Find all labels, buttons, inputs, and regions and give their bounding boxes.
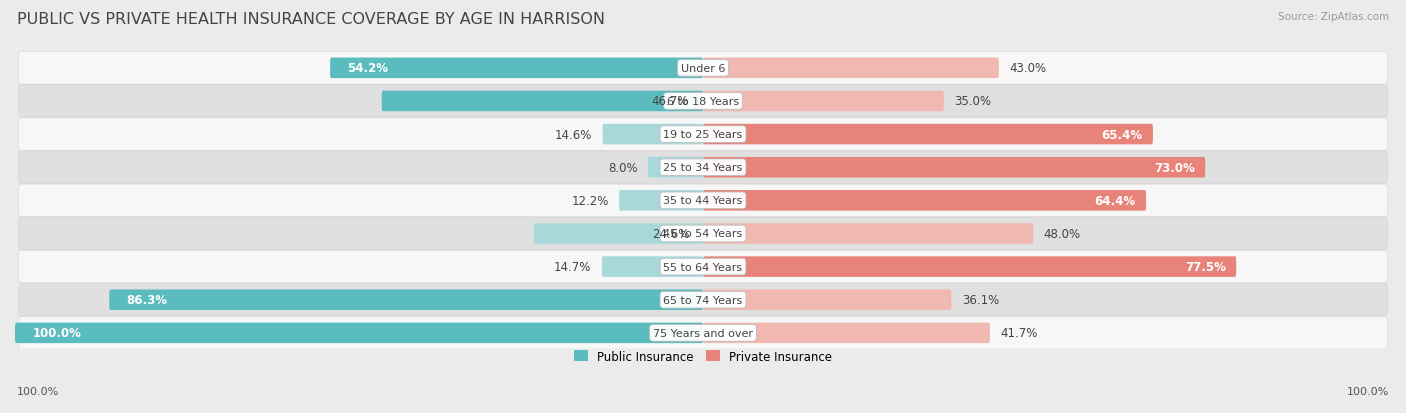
FancyBboxPatch shape	[18, 185, 1388, 217]
FancyBboxPatch shape	[18, 251, 1388, 283]
Text: 35 to 44 Years: 35 to 44 Years	[664, 196, 742, 206]
FancyBboxPatch shape	[703, 224, 1033, 244]
Text: 12.2%: 12.2%	[571, 195, 609, 207]
FancyBboxPatch shape	[110, 290, 703, 310]
FancyBboxPatch shape	[18, 218, 1388, 250]
Text: 64.4%: 64.4%	[1095, 195, 1136, 207]
FancyBboxPatch shape	[703, 323, 990, 343]
FancyBboxPatch shape	[602, 257, 703, 277]
FancyBboxPatch shape	[648, 158, 703, 178]
Text: 55 to 64 Years: 55 to 64 Years	[664, 262, 742, 272]
FancyBboxPatch shape	[534, 224, 703, 244]
Text: 73.0%: 73.0%	[1154, 161, 1195, 174]
FancyBboxPatch shape	[15, 323, 703, 343]
Text: 14.7%: 14.7%	[554, 261, 592, 273]
Text: Source: ZipAtlas.com: Source: ZipAtlas.com	[1278, 12, 1389, 22]
FancyBboxPatch shape	[703, 290, 952, 310]
Text: 25 to 34 Years: 25 to 34 Years	[664, 163, 742, 173]
Text: 14.6%: 14.6%	[555, 128, 592, 141]
FancyBboxPatch shape	[619, 191, 703, 211]
FancyBboxPatch shape	[18, 85, 1388, 118]
FancyBboxPatch shape	[381, 91, 703, 112]
FancyBboxPatch shape	[703, 158, 1205, 178]
Text: 77.5%: 77.5%	[1185, 261, 1226, 273]
FancyBboxPatch shape	[18, 152, 1388, 184]
Legend: Public Insurance, Private Insurance: Public Insurance, Private Insurance	[569, 345, 837, 368]
FancyBboxPatch shape	[703, 58, 998, 79]
Text: 65 to 74 Years: 65 to 74 Years	[664, 295, 742, 305]
FancyBboxPatch shape	[703, 191, 1146, 211]
FancyBboxPatch shape	[18, 284, 1388, 316]
Text: 8.0%: 8.0%	[607, 161, 638, 174]
FancyBboxPatch shape	[330, 58, 703, 79]
Text: 36.1%: 36.1%	[962, 294, 998, 306]
FancyBboxPatch shape	[703, 257, 1236, 277]
Text: 19 to 25 Years: 19 to 25 Years	[664, 130, 742, 140]
Text: 6 to 18 Years: 6 to 18 Years	[666, 97, 740, 107]
Text: 100.0%: 100.0%	[17, 387, 59, 396]
Text: 100.0%: 100.0%	[1347, 387, 1389, 396]
Text: 45 to 54 Years: 45 to 54 Years	[664, 229, 742, 239]
Text: PUBLIC VS PRIVATE HEALTH INSURANCE COVERAGE BY AGE IN HARRISON: PUBLIC VS PRIVATE HEALTH INSURANCE COVER…	[17, 12, 605, 27]
FancyBboxPatch shape	[18, 119, 1388, 151]
Text: 43.0%: 43.0%	[1010, 62, 1046, 75]
Text: 41.7%: 41.7%	[1000, 327, 1038, 339]
FancyBboxPatch shape	[703, 91, 943, 112]
Text: Under 6: Under 6	[681, 64, 725, 74]
Text: 46.7%: 46.7%	[652, 95, 689, 108]
FancyBboxPatch shape	[18, 52, 1388, 85]
Text: 54.2%: 54.2%	[347, 62, 388, 75]
Text: 24.6%: 24.6%	[652, 228, 689, 240]
Text: 35.0%: 35.0%	[955, 95, 991, 108]
FancyBboxPatch shape	[603, 124, 703, 145]
Text: 65.4%: 65.4%	[1101, 128, 1143, 141]
Text: 86.3%: 86.3%	[127, 294, 167, 306]
Text: 48.0%: 48.0%	[1043, 228, 1081, 240]
Text: 100.0%: 100.0%	[32, 327, 82, 339]
FancyBboxPatch shape	[18, 317, 1388, 349]
Text: 75 Years and over: 75 Years and over	[652, 328, 754, 338]
FancyBboxPatch shape	[703, 124, 1153, 145]
